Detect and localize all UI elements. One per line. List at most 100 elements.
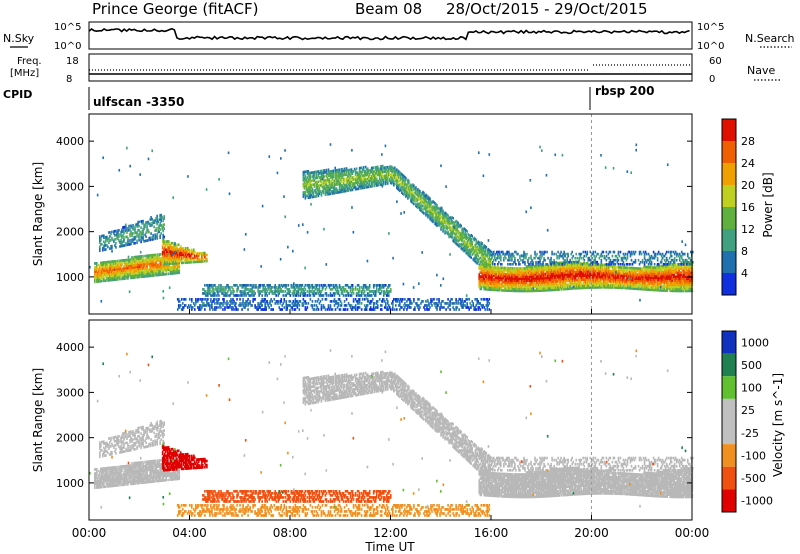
power-cell bbox=[328, 174, 331, 177]
power-cell bbox=[196, 254, 198, 258]
power-cell bbox=[164, 244, 167, 248]
power-cell bbox=[173, 267, 176, 271]
power-cell bbox=[404, 179, 406, 183]
power-cell bbox=[164, 242, 167, 246]
power-cell bbox=[308, 188, 311, 191]
power-cell bbox=[356, 171, 359, 174]
power-cell bbox=[317, 188, 320, 192]
power-cell bbox=[205, 257, 207, 261]
power-cell bbox=[384, 180, 387, 184]
power-cell bbox=[336, 168, 339, 172]
power-cell bbox=[137, 220, 139, 224]
power-cell bbox=[443, 224, 445, 228]
power-cell bbox=[125, 275, 127, 278]
power-cell bbox=[337, 170, 340, 174]
power-cell bbox=[165, 266, 167, 270]
power-cell bbox=[151, 253, 153, 257]
power-cell bbox=[336, 189, 339, 192]
power-cell bbox=[317, 172, 320, 175]
power-cell bbox=[174, 253, 177, 257]
power-cell bbox=[120, 265, 122, 269]
power-cell bbox=[341, 167, 344, 171]
power-cell bbox=[134, 235, 136, 239]
power-cell bbox=[349, 168, 352, 172]
power-cell bbox=[148, 236, 150, 240]
power-cell bbox=[150, 274, 152, 278]
power-cell bbox=[124, 275, 126, 278]
power-cell bbox=[351, 182, 354, 185]
power-cell bbox=[360, 186, 363, 190]
power-cell bbox=[175, 271, 178, 275]
power-cell bbox=[356, 177, 359, 181]
power-cell bbox=[139, 257, 141, 260]
power-cell bbox=[177, 255, 180, 259]
power-cell bbox=[322, 173, 325, 176]
power-cell bbox=[142, 238, 144, 241]
power-cell bbox=[371, 176, 374, 180]
power-cell bbox=[150, 268, 152, 271]
power-cell bbox=[373, 184, 376, 188]
power-cell bbox=[163, 217, 165, 220]
power-cell bbox=[101, 267, 103, 271]
power-cell bbox=[184, 257, 187, 260]
power-cell bbox=[160, 263, 162, 266]
power-cell bbox=[178, 247, 181, 251]
power-cell bbox=[471, 234, 473, 238]
power-cell bbox=[99, 273, 101, 277]
power-cell bbox=[151, 264, 153, 267]
power-cell bbox=[379, 173, 382, 176]
power-cell bbox=[310, 171, 313, 175]
power-cell bbox=[402, 180, 404, 183]
power-cell bbox=[369, 168, 372, 172]
power-cell bbox=[104, 261, 106, 264]
power-cell bbox=[335, 168, 338, 172]
power-cell bbox=[457, 221, 459, 225]
power-cell bbox=[363, 180, 366, 183]
power-cell bbox=[161, 260, 164, 264]
power-cell bbox=[319, 177, 322, 181]
power-cell bbox=[319, 180, 322, 183]
power-cell bbox=[173, 265, 176, 269]
power-cell bbox=[155, 221, 157, 224]
power-cell bbox=[146, 239, 148, 242]
power-cell bbox=[308, 194, 311, 197]
power-cell bbox=[324, 179, 327, 182]
power-cell bbox=[324, 183, 327, 186]
power-cell bbox=[332, 183, 335, 187]
power-cell bbox=[358, 168, 361, 172]
power-cell bbox=[312, 171, 315, 174]
power-cell bbox=[371, 174, 374, 178]
power-cell bbox=[364, 169, 367, 173]
power-cell bbox=[321, 175, 324, 179]
power-cell bbox=[399, 171, 401, 174]
power-cell bbox=[175, 253, 178, 257]
power-cell bbox=[307, 180, 310, 183]
power-cell bbox=[310, 189, 313, 193]
power-cell bbox=[347, 170, 350, 174]
power-cell bbox=[312, 175, 315, 178]
power-cell bbox=[95, 268, 97, 271]
power-cell bbox=[333, 191, 336, 195]
power-cell bbox=[406, 194, 408, 197]
power-cell bbox=[400, 172, 402, 175]
power-cell bbox=[122, 226, 124, 229]
power-cell bbox=[136, 225, 138, 228]
power-cell bbox=[104, 279, 106, 283]
power-cell bbox=[318, 188, 321, 191]
power-cell bbox=[146, 264, 148, 268]
power-cell bbox=[415, 192, 417, 195]
power-cell bbox=[303, 191, 306, 194]
power-cell bbox=[360, 178, 363, 182]
power-cell bbox=[116, 269, 118, 273]
power-cell bbox=[339, 190, 342, 194]
power-cell bbox=[132, 240, 134, 243]
power-cell bbox=[107, 275, 109, 278]
power-cell bbox=[185, 248, 188, 252]
power-cell bbox=[363, 172, 366, 175]
power-cell bbox=[140, 226, 142, 229]
power-cell bbox=[380, 171, 383, 174]
power-cell bbox=[385, 168, 388, 171]
power-cell bbox=[377, 181, 380, 185]
power-cell bbox=[140, 257, 142, 260]
power-cell bbox=[167, 260, 170, 264]
